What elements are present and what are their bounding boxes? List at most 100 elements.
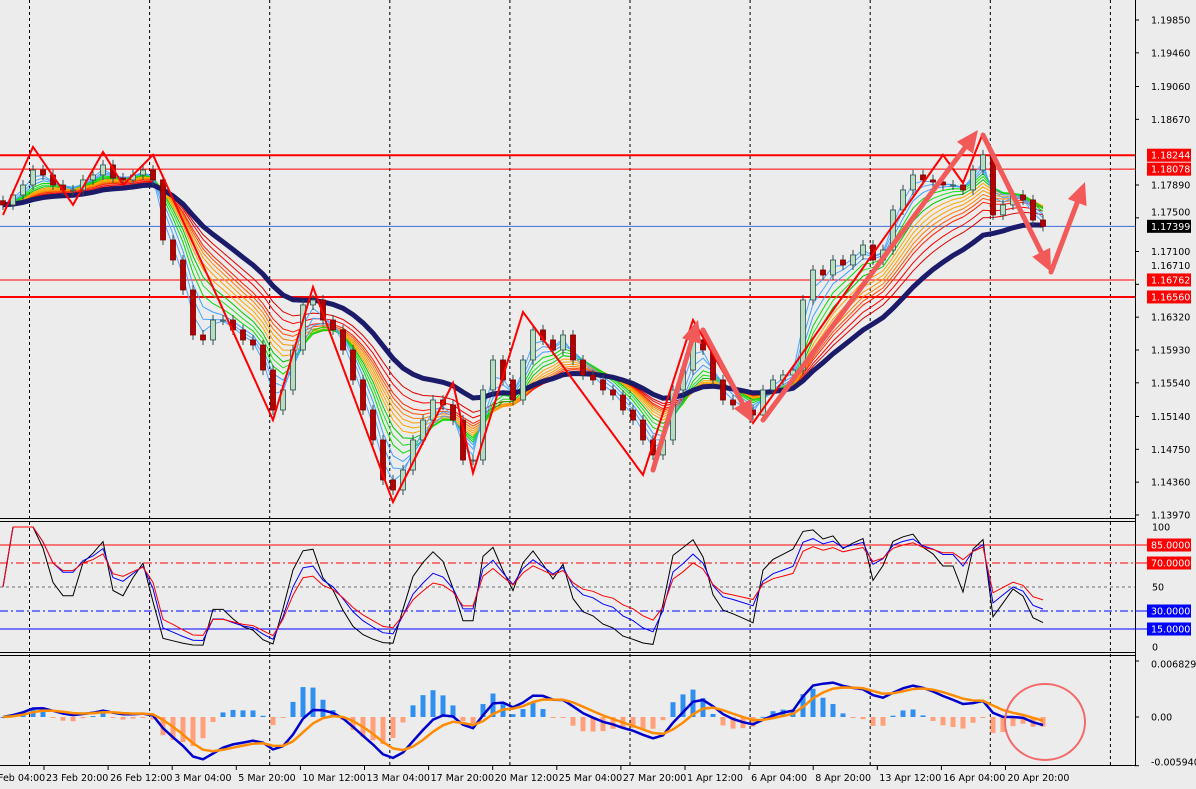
candle[interactable] [910,174,916,191]
candle[interactable] [80,179,86,191]
price-panel[interactable] [0,132,1135,505]
candle[interactable] [960,184,966,191]
candle[interactable] [920,174,926,181]
candle[interactable] [900,189,906,211]
candle[interactable] [70,189,76,192]
candle[interactable] [620,394,626,411]
candle[interactable] [390,479,396,491]
rsi-tick-label: 0 [1152,643,1158,654]
candle[interactable] [140,169,146,176]
macd-histogram-bar [680,694,686,717]
candle[interactable] [1030,199,1036,221]
macd-histogram-bar [960,717,966,729]
candle[interactable] [580,359,586,376]
macd-histogram-bar [540,709,546,717]
candle[interactable] [830,259,836,276]
candle[interactable] [340,329,346,351]
candle[interactable] [650,439,656,456]
candle[interactable] [120,177,126,181]
candle[interactable] [270,369,276,411]
candle[interactable] [150,169,156,181]
rsi-level-label: 85.0000 [1151,541,1190,552]
candle[interactable] [1040,219,1046,227]
candle[interactable] [810,269,816,301]
macd-histogram-bar [0,717,6,718]
candle[interactable] [520,359,526,401]
candle[interactable] [160,179,166,241]
candle[interactable] [220,319,226,322]
macd-histogram-bar [430,690,436,717]
candle[interactable] [560,334,566,351]
candle[interactable] [330,319,336,331]
candle[interactable] [180,259,186,291]
candle[interactable] [860,244,866,256]
candle[interactable] [720,379,726,401]
macd-histogram-bar [930,717,936,722]
bid-price-label: 1.17399 [1151,222,1190,233]
macd-histogram-bar [250,710,256,717]
candle[interactable] [210,319,216,341]
candle[interactable] [310,299,316,306]
candle[interactable] [420,419,426,441]
candle[interactable] [930,179,936,183]
highlight-circle [1004,683,1086,761]
rsi-panel[interactable] [0,526,1135,646]
candle[interactable] [590,374,596,381]
candle[interactable] [640,419,646,441]
candle[interactable] [240,329,246,341]
candle[interactable] [260,344,266,371]
candle[interactable] [360,379,366,411]
candle[interactable] [610,389,616,396]
rsi-tick-label: 100 [1152,523,1170,534]
candle[interactable] [370,409,376,441]
candle[interactable] [410,439,416,471]
price-tick-label: 1.14360 [1151,478,1190,489]
rsi-level-box [1147,538,1191,552]
candle[interactable] [510,379,516,401]
candle[interactable] [980,154,986,171]
candle[interactable] [200,334,206,341]
candle[interactable] [170,239,176,261]
candle[interactable] [950,184,956,187]
candle[interactable] [630,409,636,421]
candle[interactable] [490,359,496,391]
candle[interactable] [770,379,776,391]
candle[interactable] [840,259,846,266]
candle[interactable] [20,184,26,196]
candle[interactable] [90,174,96,181]
candle[interactable] [730,399,736,406]
candle[interactable] [380,439,386,481]
candle[interactable] [570,334,576,361]
candle[interactable] [530,329,536,361]
macd-histogram-bar [610,717,616,729]
macd-histogram-bar [150,717,156,720]
candle[interactable] [970,169,976,191]
candle[interactable] [760,389,766,416]
macd-histogram-bar [830,703,836,717]
candle[interactable] [350,349,356,381]
macd-histogram-bar [270,717,276,726]
level-price-label-box [1147,290,1191,304]
candle[interactable] [430,399,436,421]
candle[interactable] [40,169,46,176]
candle[interactable] [1000,204,1006,216]
candle[interactable] [850,254,856,266]
candle[interactable] [290,349,296,391]
candle[interactable] [550,339,556,351]
candle[interactable] [450,404,456,421]
candle[interactable] [190,289,196,336]
macd-panel[interactable] [0,681,1046,761]
candle[interactable] [700,339,706,351]
candle[interactable] [30,169,36,186]
candle[interactable] [1020,194,1026,201]
candle[interactable] [820,269,826,276]
candle[interactable] [250,339,256,346]
macd-histogram-bar [130,717,136,719]
macd-histogram-bar [80,717,86,719]
macd-histogram-bar [600,717,606,732]
candle[interactable] [480,389,486,461]
macd-histogram-bar [320,699,326,717]
candle[interactable] [0,200,6,206]
candle[interactable] [600,379,606,391]
candle[interactable] [100,164,106,176]
